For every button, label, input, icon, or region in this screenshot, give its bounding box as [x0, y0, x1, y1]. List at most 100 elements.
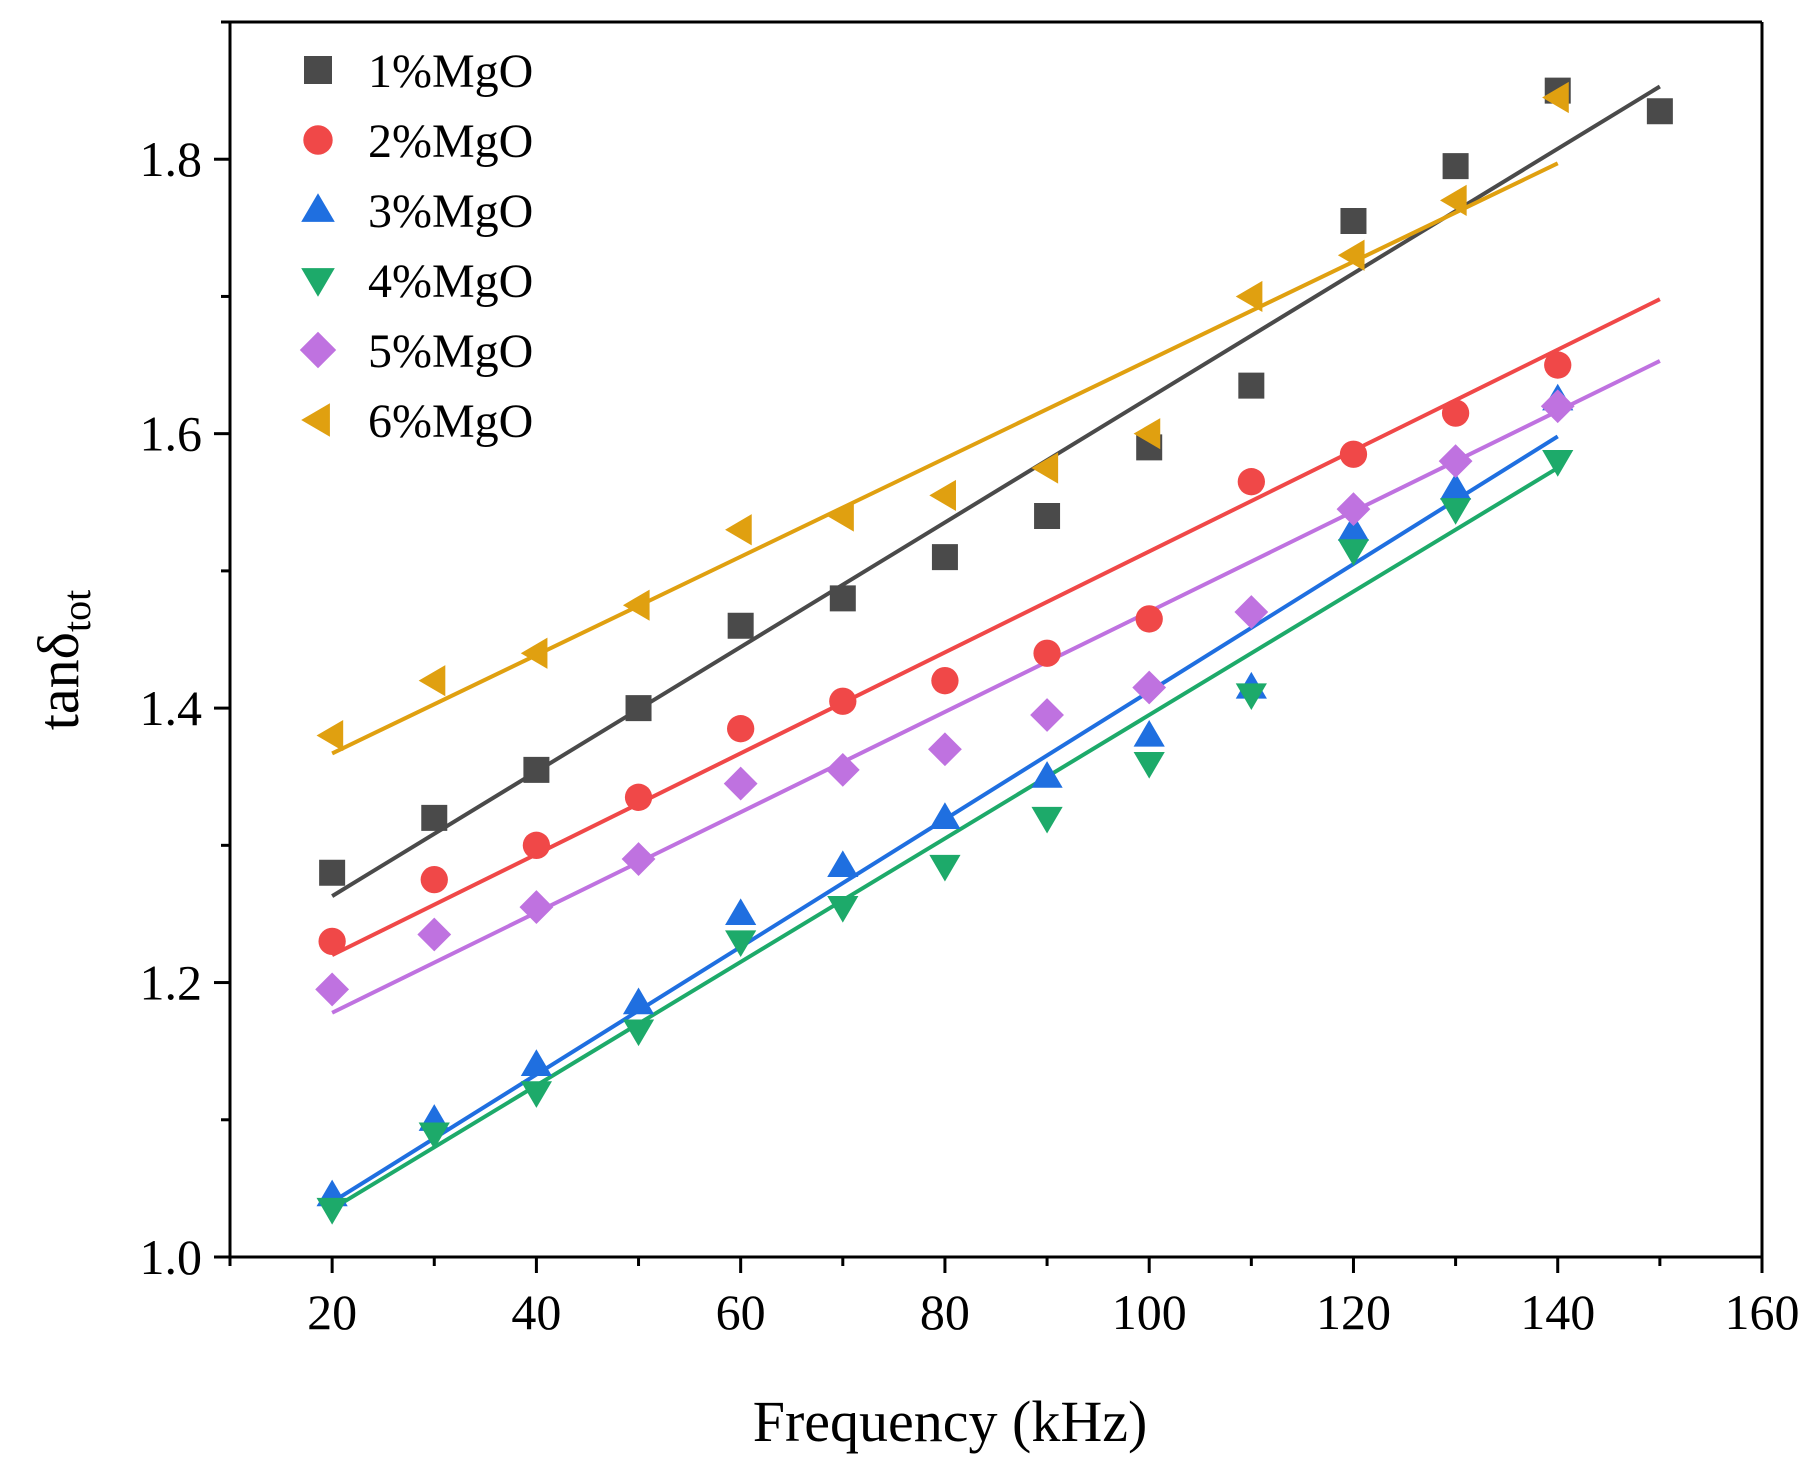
- data-point-series-5: [417, 917, 452, 952]
- data-point-series-1: [1340, 207, 1367, 234]
- fit-line-series-2: [331, 297, 1661, 957]
- data-point-series-4: [929, 854, 961, 882]
- fit-line-series-5: [331, 359, 1661, 1015]
- data-point-series-4: [316, 1197, 348, 1225]
- fit-line-series-6: [331, 161, 1559, 756]
- legend-label-series-1: 1%MgO: [368, 45, 533, 98]
- data-point-series-4: [1031, 806, 1063, 834]
- data-point-series-4: [1337, 539, 1370, 566]
- data-point-series-3: [1133, 719, 1165, 747]
- data-point-series-3: [929, 802, 961, 829]
- y-tick-label: 1.2: [140, 955, 203, 1011]
- data-point-series-4: [1133, 751, 1165, 779]
- data-point-series-1: [1646, 98, 1673, 125]
- data-point-series-6: [929, 479, 956, 512]
- data-point-series-6: [418, 665, 446, 697]
- x-tick-label: 160: [1725, 1284, 1800, 1340]
- y-axis-title: tanδtot: [26, 590, 99, 730]
- x-tick-label: 100: [1112, 1284, 1187, 1340]
- data-point-series-1: [829, 585, 856, 612]
- axes: 20 40 60 80 100 120 140 160 1.0 1.2 1.4 1.6 1.8: [140, 20, 1800, 1340]
- data-point-series-2: [931, 667, 959, 695]
- legend-marker-series-6: [301, 403, 330, 437]
- data-point-series-6: [316, 719, 344, 752]
- legend-marker-series-1: [304, 56, 332, 84]
- legend-marker-series-3: [301, 193, 335, 222]
- legend-marker-series-2: [303, 125, 333, 155]
- data-point-series-5: [1030, 698, 1064, 732]
- x-tick-label: 20: [307, 1284, 357, 1340]
- data-point-series-1: [625, 695, 652, 722]
- data-point-series-2: [1544, 351, 1572, 379]
- data-point-series-6: [1440, 184, 1467, 216]
- data-point-series-5: [621, 842, 656, 876]
- data-point-series-4: [1440, 498, 1472, 525]
- legend-label-series-5: 5%MgO: [368, 325, 533, 378]
- x-tick-label: 140: [1520, 1284, 1595, 1340]
- data-point-series-2: [624, 783, 653, 811]
- data-point-series-5: [1438, 444, 1473, 479]
- x-tick-label: 60: [716, 1284, 766, 1340]
- data-point-series-1: [523, 756, 550, 783]
- data-point-series-2: [522, 831, 551, 859]
- data-point-series-4: [725, 930, 757, 957]
- data-point-series-2: [420, 865, 448, 894]
- data-point-series-4: [520, 1081, 552, 1108]
- data-point-series-5: [1336, 492, 1371, 527]
- data-point-series-2: [727, 715, 755, 743]
- data-point-series-4: [1235, 683, 1267, 710]
- y-axis-title-main: tanδ: [26, 632, 91, 730]
- y-tick-label: 1.8: [140, 131, 203, 187]
- data-point-series-6: [520, 637, 548, 669]
- x-tick-label: 80: [920, 1284, 970, 1340]
- y-tick-label: 1.0: [140, 1229, 203, 1285]
- data-point-series-5: [928, 732, 962, 767]
- data-point-series-3: [520, 1049, 552, 1076]
- data-point-series-6: [1031, 452, 1059, 484]
- data-point-series-2: [1339, 440, 1368, 468]
- y-tick-label: 1.4: [140, 680, 203, 736]
- data-point-series-3: [1337, 514, 1370, 541]
- data-point-series-2: [318, 927, 346, 956]
- data-point-series-6: [1337, 239, 1365, 271]
- y-axis-title-sub: tot: [54, 590, 99, 632]
- data-point-series-3: [1031, 761, 1063, 788]
- data-point-series-3: [827, 850, 859, 877]
- data-point-series-1: [421, 804, 448, 831]
- legend-label-series-6: 6%MgO: [368, 395, 533, 448]
- data-point-series-1: [727, 612, 754, 639]
- x-tick-label: 120: [1316, 1284, 1391, 1340]
- data-point-series-5: [723, 766, 758, 801]
- data-point-series-4: [827, 896, 859, 923]
- data-point-series-6: [827, 500, 854, 532]
- x-tick-label: 40: [511, 1284, 561, 1340]
- data-point-series-1: [1034, 503, 1061, 529]
- data-point-series-3: [725, 898, 757, 925]
- data-point-series-6: [1542, 81, 1569, 114]
- data-point-series-5: [825, 752, 860, 787]
- legend-marker-series-5: [299, 331, 337, 369]
- data-point-series-1: [1238, 372, 1265, 399]
- data-point-series-6: [725, 514, 752, 546]
- data-point-series-5: [1132, 670, 1167, 705]
- data-point-series-1: [319, 859, 346, 886]
- data-point-series-2: [1135, 605, 1163, 633]
- legend-label-series-2: 2%MgO: [368, 115, 533, 168]
- fit-line-series-4: [331, 466, 1559, 1211]
- data-point-series-2: [1237, 468, 1265, 496]
- data-point-series-3: [622, 987, 655, 1015]
- data-points: [315, 77, 1673, 1225]
- data-point-series-6: [622, 589, 650, 621]
- data-point-series-2: [829, 687, 857, 715]
- data-point-series-6: [1235, 280, 1263, 313]
- data-point-series-4: [1542, 450, 1574, 477]
- legend-label-series-4: 4%MgO: [368, 255, 533, 308]
- data-point-series-5: [519, 890, 554, 924]
- legend: 1%MgO 2%MgO 3%MgO 4%MgO 5%MgO 6%MgO: [299, 45, 533, 448]
- data-point-series-5: [1234, 595, 1269, 629]
- data-point-series-2: [1441, 399, 1470, 427]
- data-point-series-6: [1133, 418, 1161, 450]
- data-point-series-3: [1440, 472, 1472, 500]
- data-point-series-2: [1033, 639, 1061, 667]
